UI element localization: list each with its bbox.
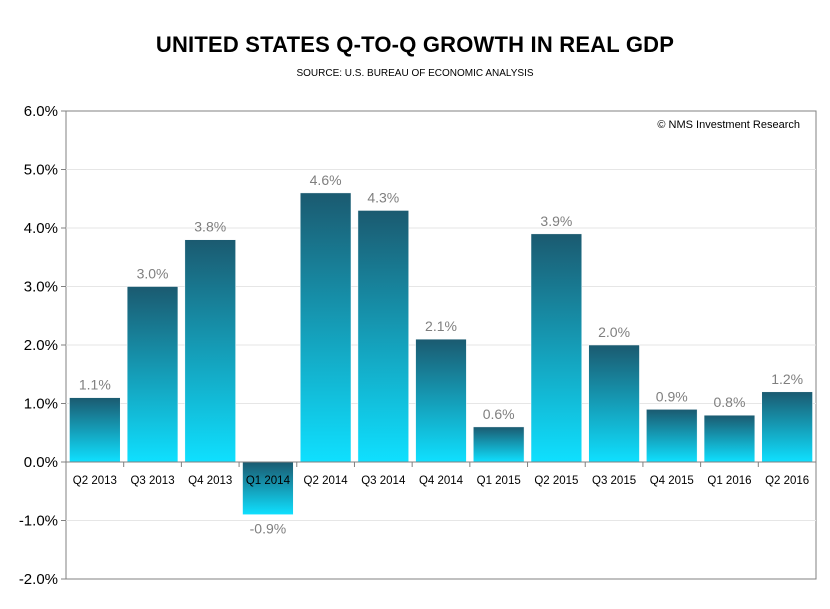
bar: [184, 239, 236, 463]
bar: [126, 286, 179, 463]
x-tick-label: Q4 2013: [188, 475, 232, 487]
bar: [473, 426, 525, 463]
y-tick-label: 3.0%: [24, 279, 58, 296]
data-label: 3.0%: [137, 266, 169, 282]
data-label: 4.3%: [367, 189, 399, 205]
y-tick-label: -2.0%: [19, 571, 58, 588]
data-label: 3.8%: [194, 219, 226, 235]
data-label: -0.9%: [250, 521, 287, 537]
y-tick-label: 2.0%: [24, 337, 58, 354]
data-label: 1.1%: [79, 377, 111, 393]
bar: [646, 409, 698, 463]
chart-subtitle: SOURCE: U.S. BUREAU OF ECONOMIC ANALYSIS: [296, 68, 534, 79]
y-tick-label: 0.0%: [24, 454, 58, 471]
y-tick-label: -1.0%: [19, 513, 58, 530]
x-tick-label: Q2 2014: [304, 475, 349, 487]
bar: [69, 397, 121, 463]
x-tick-label: Q4 2014: [419, 475, 464, 487]
y-tick-label: 4.0%: [24, 220, 58, 237]
data-label: 0.9%: [656, 388, 688, 404]
chart-title: UNITED STATES Q-TO-Q GROWTH IN REAL GDP: [155, 32, 675, 57]
bar: [530, 233, 583, 463]
bar: [703, 414, 756, 463]
x-tick-label: Q1 2015: [477, 475, 521, 487]
data-label: 0.6%: [483, 406, 515, 422]
data-label: 1.2%: [771, 371, 803, 387]
data-label: 0.8%: [714, 394, 746, 410]
x-tick-label: Q4 2015: [650, 475, 694, 487]
bar: [415, 338, 467, 463]
x-tick-label: Q1 2016: [707, 475, 751, 487]
x-tick-label: Q2 2015: [534, 475, 578, 487]
y-tick-label: 1.0%: [24, 396, 58, 413]
data-label: 4.6%: [310, 172, 342, 188]
y-tick-label: 5.0%: [24, 162, 58, 179]
x-tick-label: Q3 2014: [361, 475, 406, 487]
x-tick-label: Q2 2013: [73, 475, 117, 487]
data-label: 2.1%: [425, 318, 457, 334]
x-tick-label: Q1 2014: [246, 475, 291, 487]
x-tick-label: Q3 2013: [130, 475, 174, 487]
copyright-note: © NMS Investment Research: [657, 119, 800, 131]
x-tick-label: Q2 2016: [765, 475, 809, 487]
data-label: 3.9%: [540, 213, 572, 229]
bar: [242, 461, 294, 515]
bar: [299, 192, 352, 463]
bar: [761, 391, 813, 463]
bar: [588, 344, 640, 463]
y-tick-label: 6.0%: [24, 103, 58, 120]
x-tick-label: Q3 2015: [592, 475, 636, 487]
data-label: 2.0%: [598, 324, 630, 340]
bar: [357, 210, 409, 463]
